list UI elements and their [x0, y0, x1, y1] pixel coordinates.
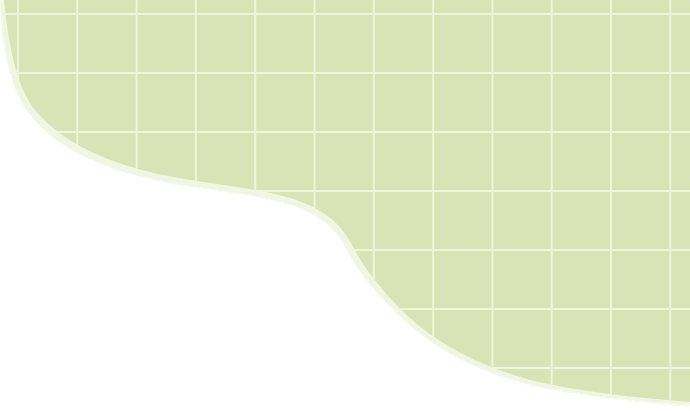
- grid-paper-shape: [0, 0, 690, 406]
- paper-fill: [4, 0, 690, 402]
